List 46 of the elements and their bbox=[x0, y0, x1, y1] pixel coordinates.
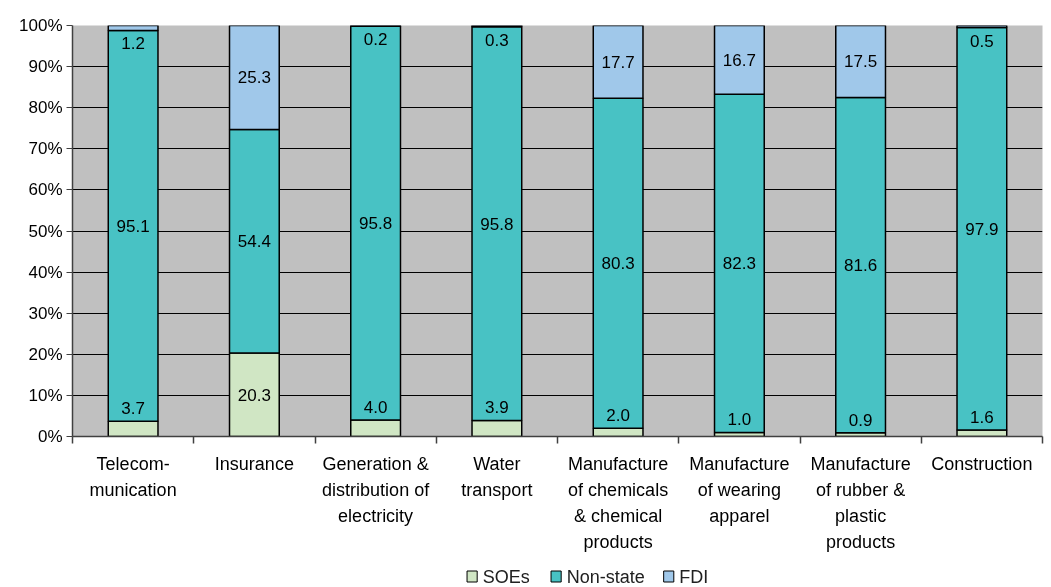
y-tick-label: 90% bbox=[28, 57, 63, 77]
data-label: 17.5 bbox=[844, 52, 878, 72]
data-label: 3.9 bbox=[485, 398, 509, 418]
data-label: 20.3 bbox=[237, 385, 271, 405]
data-label: 25.3 bbox=[237, 68, 271, 88]
y-tick-label: 80% bbox=[28, 98, 63, 118]
y-tick-label: 100% bbox=[19, 16, 63, 35]
data-label: 17.7 bbox=[601, 52, 635, 72]
data-label: 0.3 bbox=[485, 30, 509, 50]
data-label: 54.4 bbox=[237, 232, 271, 252]
legend-label: Non-state bbox=[566, 566, 645, 587]
data-label: 1.0 bbox=[727, 410, 752, 430]
legend-label: SOEs bbox=[482, 566, 530, 587]
x-tick-label: Insurance bbox=[214, 453, 294, 474]
y-tick-label: 60% bbox=[28, 180, 63, 200]
data-label: 95.8 bbox=[359, 214, 393, 234]
data-label: 1.6 bbox=[970, 407, 994, 427]
x-tick-label: Manufacture of chemicals & chemical products bbox=[568, 453, 669, 552]
x-tick-label: Manufacture of wearing apparel bbox=[689, 453, 790, 526]
data-label: 97.9 bbox=[965, 219, 999, 239]
data-label: 0.5 bbox=[970, 31, 994, 51]
y-tick-label: 0% bbox=[37, 427, 63, 446]
data-label: 16.7 bbox=[722, 50, 756, 70]
y-tick-label: 70% bbox=[28, 139, 63, 159]
x-tick-label: Water transport bbox=[461, 453, 533, 500]
data-label: 82.3 bbox=[722, 254, 756, 274]
y-tick-label: 40% bbox=[28, 262, 63, 282]
data-label: 80.3 bbox=[601, 254, 635, 274]
data-label: 81.6 bbox=[844, 256, 878, 276]
data-label: 1.2 bbox=[121, 34, 145, 54]
x-tick-label: Telecom- munication bbox=[89, 453, 177, 500]
data-label: 0.2 bbox=[363, 30, 388, 50]
x-tick-label: Manufacture of rubber & plastic products bbox=[810, 453, 911, 552]
y-tick-label: 10% bbox=[28, 385, 63, 405]
x-tick-label: Generation & distribution of electricity bbox=[322, 453, 431, 526]
y-tick-label: 20% bbox=[28, 344, 63, 364]
data-label: 2.0 bbox=[606, 406, 630, 426]
data-label: 0.9 bbox=[848, 410, 873, 430]
x-tick-label: Construction bbox=[931, 453, 1033, 474]
data-label: 3.7 bbox=[121, 399, 145, 419]
legend-label: FDI bbox=[679, 566, 709, 587]
data-label: 95.8 bbox=[480, 214, 514, 234]
data-label: 4.0 bbox=[363, 398, 388, 418]
y-tick-label: 30% bbox=[28, 303, 63, 323]
data-label: 95.1 bbox=[116, 216, 150, 236]
y-tick-label: 50% bbox=[28, 221, 63, 241]
